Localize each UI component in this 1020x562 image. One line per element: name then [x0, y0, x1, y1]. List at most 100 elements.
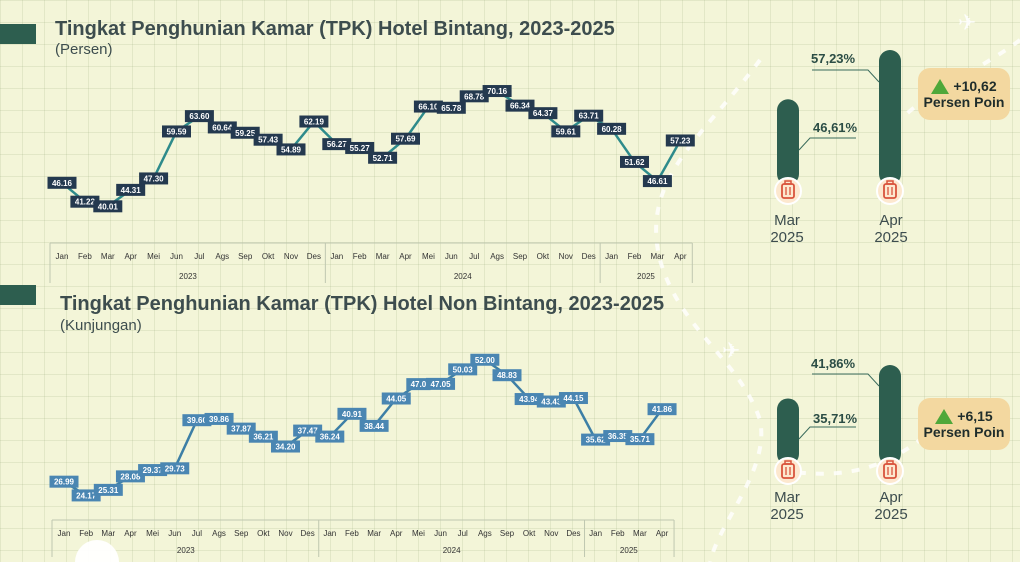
x-tick-label: Apr	[656, 529, 669, 538]
bar-category-label: Mar 2025	[770, 212, 804, 246]
data-label: 66.34	[505, 99, 535, 112]
data-label: 44.05	[381, 392, 411, 405]
data-label: 56.27	[322, 138, 352, 151]
svg-text:63.71: 63.71	[579, 112, 600, 121]
comparison-bar	[777, 398, 799, 465]
x-tick-label: Des	[301, 529, 315, 538]
suitcase-icon	[876, 177, 904, 205]
x-tick-label: Feb	[78, 252, 92, 261]
svg-text:25.31: 25.31	[98, 486, 119, 495]
data-label: 41.86	[647, 403, 677, 416]
data-label: 65.78	[436, 101, 466, 114]
x-tick-label: Jul	[192, 529, 202, 538]
x-tick-label: Jul	[469, 252, 479, 261]
svg-text:26.99: 26.99	[54, 478, 75, 487]
bar-value-label: 46,61%	[813, 120, 858, 135]
data-label: 51.62	[620, 155, 649, 168]
data-label: 24.17	[71, 489, 101, 502]
bar-value-label: 57,23%	[811, 51, 856, 66]
change-value: +10,62	[953, 78, 997, 94]
data-label: 52.71	[368, 151, 398, 164]
x-tick-label: Okt	[262, 252, 275, 261]
data-label: 36.21	[248, 430, 278, 443]
svg-text:35.62: 35.62	[586, 436, 607, 445]
x-tick-label: Jan	[323, 529, 336, 538]
data-label: 52.00	[470, 353, 500, 366]
svg-text:41.86: 41.86	[652, 405, 673, 414]
svg-text:40.01: 40.01	[98, 202, 119, 211]
x-tick-label: Des	[582, 252, 596, 261]
x-tick-label: Sep	[238, 252, 253, 261]
data-label: 28.08	[115, 470, 145, 483]
x-tick-label: Nov	[559, 252, 573, 261]
x-tick-label: Mei	[412, 529, 425, 538]
airplane-icon: ✈	[722, 339, 740, 364]
data-label: 25.31	[93, 483, 123, 496]
svg-text:56.27: 56.27	[327, 140, 348, 149]
x-tick-label: Jun	[170, 252, 183, 261]
data-label: 37.47	[293, 424, 323, 437]
suitcase-icon	[774, 177, 802, 205]
x-tick-label: Apr	[390, 529, 403, 538]
data-label: 34.20	[271, 440, 300, 453]
x-group-label: 2025	[637, 272, 655, 281]
leader-line	[812, 373, 880, 387]
up-arrow-icon	[931, 78, 950, 94]
svg-text:36.21: 36.21	[253, 433, 274, 442]
svg-text:46.61: 46.61	[647, 177, 668, 186]
svg-text:29.73: 29.73	[165, 464, 186, 473]
x-tick-label: Ags	[490, 252, 504, 261]
x-tick-label: Mei	[147, 252, 160, 261]
svg-text:37.47: 37.47	[298, 427, 319, 436]
comparison-bar	[777, 99, 799, 185]
change-value: +6,15	[957, 408, 993, 424]
x-group-label: 2024	[443, 546, 461, 555]
svg-text:48.83: 48.83	[497, 371, 518, 380]
chart-subtitle: (Kunjungan)	[60, 317, 142, 334]
svg-text:70.16: 70.16	[487, 87, 508, 96]
x-tick-label: Okt	[523, 529, 536, 538]
svg-text:59.25: 59.25	[235, 129, 256, 138]
bar-value-label: 41,86%	[811, 356, 856, 371]
svg-text:28.08: 28.08	[120, 472, 141, 481]
x-tick-label: Jan	[56, 252, 69, 261]
x-tick-label: Mei	[422, 252, 435, 261]
leader-line	[812, 69, 880, 83]
data-label: 46.61	[642, 175, 672, 188]
data-label: 57.23	[665, 134, 695, 147]
bar-category-label: Apr 2025	[874, 212, 908, 246]
data-label: 70.16	[482, 85, 512, 98]
data-label: 55.27	[345, 141, 375, 154]
svg-text:44.05: 44.05	[386, 395, 407, 404]
change-unit: Persen Poin	[923, 424, 1005, 440]
x-tick-label: Mar	[633, 529, 647, 538]
data-label: 48.83	[492, 369, 522, 382]
x-axis	[51, 519, 675, 557]
x-tick-label: Ags	[212, 529, 226, 538]
comparison-bar	[879, 50, 901, 185]
x-group-label: 2023	[179, 272, 197, 281]
x-axis	[49, 242, 693, 283]
svg-text:68.78: 68.78	[464, 92, 485, 101]
x-tick-label: Nov	[284, 252, 298, 261]
svg-text:39.60: 39.60	[187, 416, 208, 425]
bar-value-label: 35,71%	[813, 411, 858, 426]
chart-subtitle: (Persen)	[55, 41, 113, 58]
svg-text:35.71: 35.71	[630, 435, 651, 444]
x-tick-label: Feb	[345, 529, 359, 538]
x-tick-label: Apr	[399, 252, 412, 261]
data-label: 64.37	[528, 107, 558, 120]
svg-text:46.16: 46.16	[52, 179, 73, 188]
data-label: 37.87	[226, 422, 256, 435]
svg-text:57.69: 57.69	[395, 135, 416, 144]
data-label: 40.01	[93, 200, 123, 213]
x-group-label: 2024	[454, 272, 472, 281]
suitcase-icon	[774, 457, 802, 485]
data-label: 57.69	[391, 132, 420, 145]
data-label: 36.35	[603, 430, 633, 443]
svg-text:34.20: 34.20	[275, 443, 296, 452]
data-label: 38.44	[359, 419, 389, 432]
data-label: 44.31	[116, 183, 146, 196]
